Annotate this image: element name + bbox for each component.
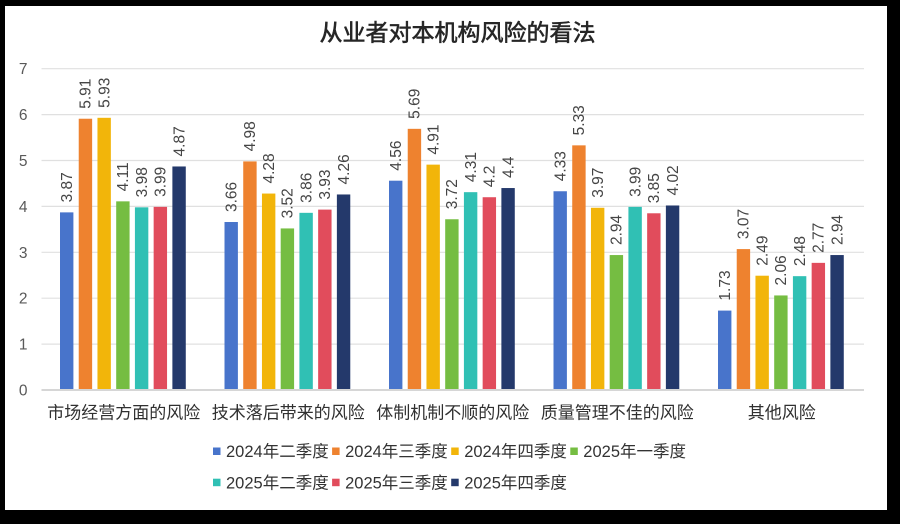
svg-text:2.48: 2.48 [792,236,809,266]
svg-text:5.91: 5.91 [78,79,95,109]
svg-text:3.93: 3.93 [317,169,334,199]
svg-text:2.77: 2.77 [811,223,828,253]
svg-text:5: 5 [19,153,28,170]
svg-text:2: 2 [19,291,28,308]
svg-text:5.33: 5.33 [571,105,588,135]
svg-text:其他风险: 其他风险 [748,404,816,423]
svg-text:4.91: 4.91 [425,124,442,154]
svg-text:3.97: 3.97 [590,168,607,198]
svg-text:3.72: 3.72 [444,179,461,209]
svg-text:3: 3 [19,245,28,262]
svg-text:质量管理不佳的风险: 质量管理不佳的风险 [541,404,694,423]
svg-text:3.98: 3.98 [134,167,151,197]
svg-text:2024年二季度: 2024年二季度 [226,442,329,461]
svg-text:4.56: 4.56 [388,141,405,171]
svg-text:2.94: 2.94 [829,215,846,246]
svg-text:7: 7 [19,61,28,78]
svg-text:6: 6 [19,107,28,124]
svg-text:2.06: 2.06 [773,255,790,285]
svg-text:4.33: 4.33 [553,151,570,181]
svg-text:3.99: 3.99 [153,167,170,197]
svg-text:5.69: 5.69 [407,89,424,119]
svg-text:2025年四季度: 2025年四季度 [464,473,567,492]
svg-text:4.2: 4.2 [482,166,499,188]
svg-text:2025年一季度: 2025年一季度 [583,442,686,461]
svg-text:4.98: 4.98 [242,121,259,151]
svg-text:4.26: 4.26 [336,154,353,184]
svg-text:4.02: 4.02 [665,165,682,195]
svg-text:3.66: 3.66 [224,182,241,212]
svg-text:市场经营方面的风险: 市场经营方面的风险 [47,404,200,423]
svg-text:4.87: 4.87 [171,126,188,156]
svg-text:3.99: 3.99 [627,167,644,197]
svg-text:2024年三季度: 2024年三季度 [345,442,448,461]
svg-text:技术落后带来的风险: 技术落后带来的风险 [212,404,365,423]
svg-text:0: 0 [19,383,28,400]
svg-text:3.52: 3.52 [280,188,297,218]
svg-text:2.49: 2.49 [754,236,771,266]
svg-text:2025年二季度: 2025年二季度 [226,473,329,492]
svg-text:从业者对本机构风险的看法: 从业者对本机构风险的看法 [320,21,596,46]
svg-text:4: 4 [19,199,28,216]
svg-text:2024年四季度: 2024年四季度 [464,442,567,461]
svg-text:2.94: 2.94 [609,215,626,246]
svg-text:5.93: 5.93 [96,78,113,108]
svg-text:1: 1 [19,337,28,354]
svg-text:4.31: 4.31 [463,152,480,182]
svg-text:4.28: 4.28 [261,153,278,183]
svg-text:3.85: 3.85 [646,173,663,203]
svg-text:4.11: 4.11 [115,162,132,191]
svg-text:3.87: 3.87 [59,172,76,202]
svg-text:3.07: 3.07 [736,209,753,239]
svg-text:1.73: 1.73 [717,270,734,300]
svg-text:3.86: 3.86 [298,173,315,203]
svg-text:体制机制不顺的风险: 体制机制不顺的风险 [376,404,529,423]
svg-text:2025年三季度: 2025年三季度 [345,473,448,492]
svg-text:4.4: 4.4 [500,156,517,178]
